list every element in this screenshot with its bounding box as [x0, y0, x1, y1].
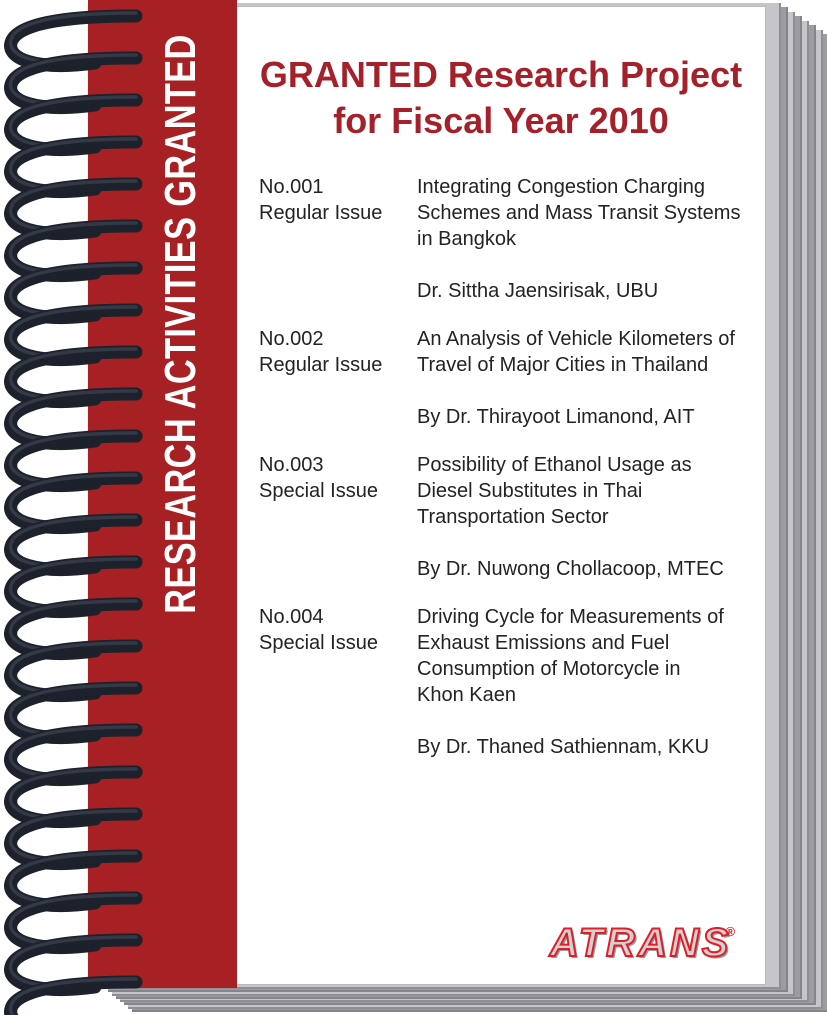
entry-number: No.004 — [259, 606, 324, 629]
cover-spine-band — [88, 0, 237, 988]
entry-title: An Analysis of Vehicle Kilometers of Tra… — [417, 328, 735, 377]
entry-number: No.002 — [259, 328, 324, 351]
cover-content: GRANTED Research Project for Fiscal Year… — [237, 7, 765, 984]
spine-title: RESEARCH ACTIVITIES GRANTED — [156, 34, 205, 614]
atrans-logo-text: ATRANS — [549, 920, 732, 966]
entry-body: Driving Cycle for Measurements of Exhaus… — [417, 604, 765, 760]
list-item: No.001 Regular Issue Integrating Congest… — [237, 174, 765, 304]
entry-issue: Special Issue — [259, 480, 378, 503]
entry-title: Integrating Congestion Charging Schemes … — [417, 176, 741, 251]
entry-author: By Dr. Thirayoot Limanond, AIT — [417, 406, 695, 429]
entry-label: No.004 Special Issue — [259, 604, 417, 760]
entry-title: Possibility of Ethanol Usage as Diesel S… — [417, 454, 692, 529]
list-item: No.003 Special Issue Possibility of Etha… — [237, 452, 765, 582]
entry-author: Dr. Sittha Jaensirisak, UBU — [417, 280, 659, 303]
entry-title: Driving Cycle for Measurements of Exhaus… — [417, 606, 724, 707]
page-title: GRANTED Research Project for Fiscal Year… — [259, 54, 743, 142]
entry-issue: Special Issue — [259, 632, 378, 655]
entry-body: Possibility of Ethanol Usage as Diesel S… — [417, 452, 765, 582]
entry-issue: Regular Issue — [259, 354, 383, 377]
list-item: No.002 Regular Issue An Analysis of Vehi… — [237, 326, 765, 430]
entry-label: No.003 Special Issue — [259, 452, 417, 582]
entry-label: No.002 Regular Issue — [259, 326, 417, 430]
entry-label: No.001 Regular Issue — [259, 174, 417, 304]
entry-body: An Analysis of Vehicle Kilometers of Tra… — [417, 326, 765, 430]
entry-body: Integrating Congestion Charging Schemes … — [417, 174, 765, 304]
entry-issue: Regular Issue — [259, 202, 383, 225]
registered-trademark-icon: ® — [725, 924, 735, 939]
spiral-binding-icon — [4, 9, 143, 1015]
atrans-logo: ATRANS® — [549, 920, 741, 966]
entry-author: By Dr. Thaned Sathiennam, KKU — [417, 736, 710, 759]
entry-number: No.001 — [259, 176, 324, 199]
project-list: No.001 Regular Issue Integrating Congest… — [237, 174, 765, 760]
entry-author: By Dr. Nuwong Chollacoop, MTEC — [417, 558, 724, 581]
entry-number: No.003 — [259, 454, 324, 477]
list-item: No.004 Special Issue Driving Cycle for M… — [237, 604, 765, 760]
